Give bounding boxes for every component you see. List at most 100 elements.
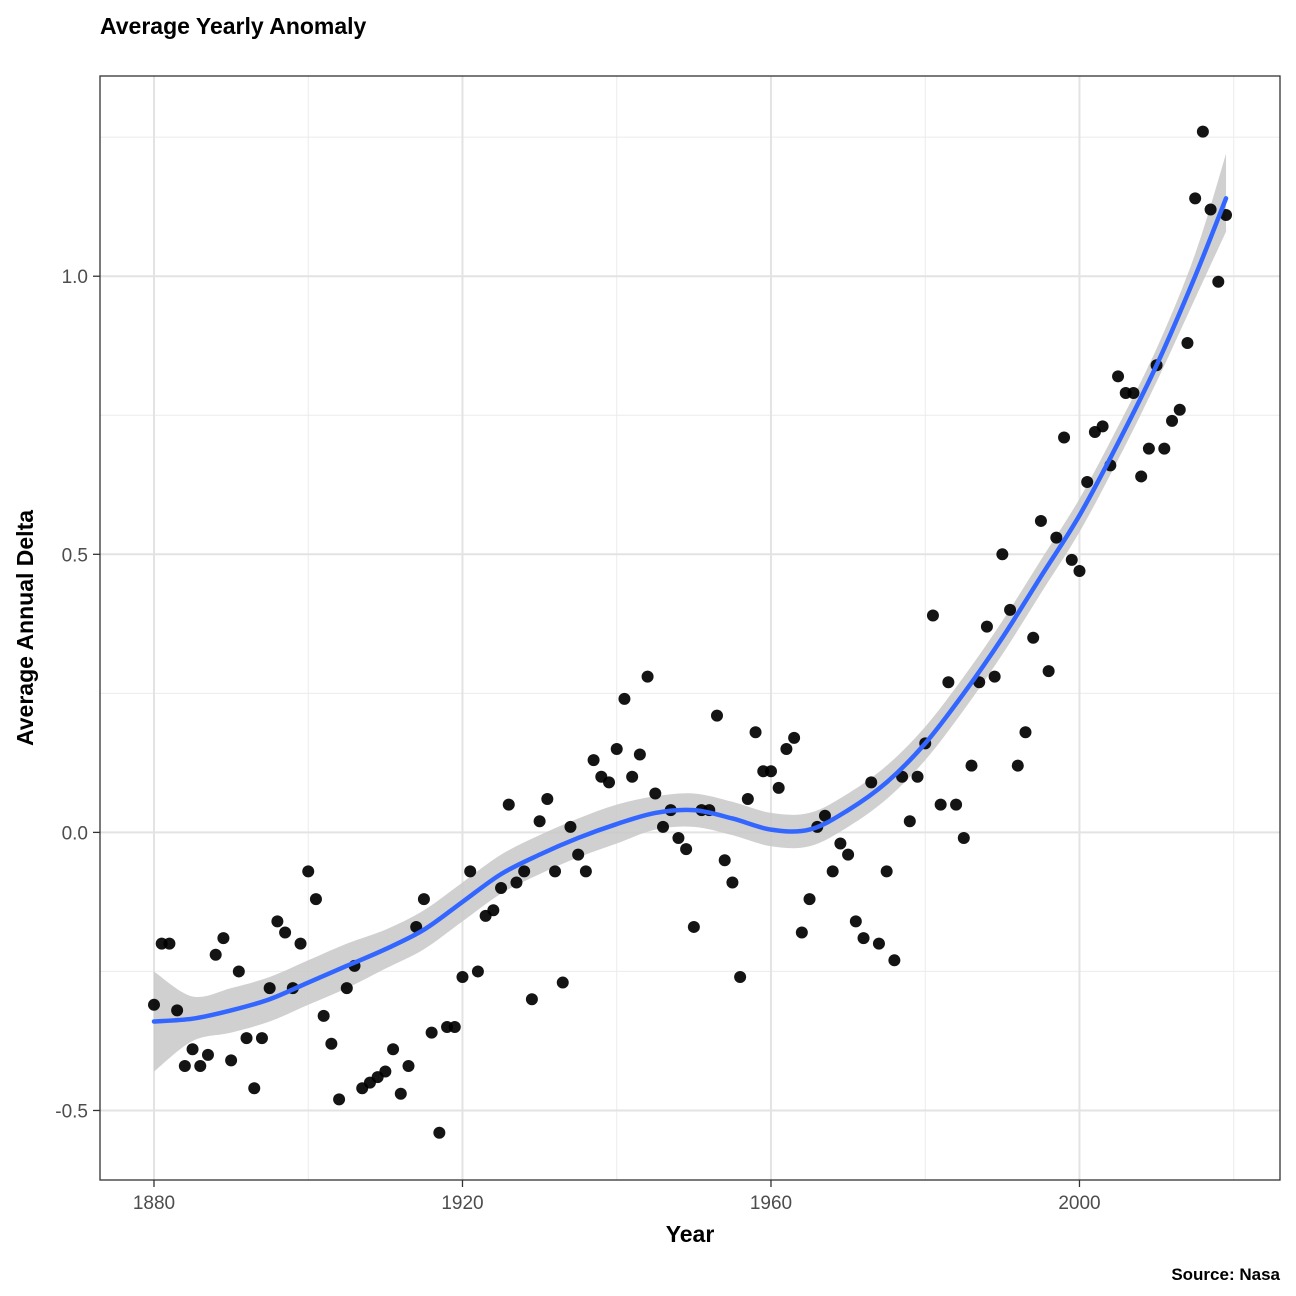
data-point bbox=[1027, 631, 1040, 644]
data-point bbox=[680, 843, 693, 856]
y-tick-label: 1.0 bbox=[62, 267, 88, 288]
confidence-band bbox=[153, 153, 1227, 1072]
data-points bbox=[147, 125, 1233, 1139]
data-point bbox=[950, 798, 963, 811]
y-tick-label: 0.5 bbox=[62, 545, 88, 566]
data-point bbox=[718, 854, 731, 867]
data-point bbox=[618, 692, 631, 705]
data-point bbox=[302, 865, 315, 878]
data-point bbox=[1189, 192, 1202, 205]
data-point bbox=[996, 548, 1009, 561]
data-point bbox=[502, 798, 515, 811]
data-point bbox=[1135, 470, 1148, 483]
data-point bbox=[525, 993, 538, 1006]
data-point bbox=[795, 926, 808, 939]
data-point bbox=[649, 787, 662, 800]
data-point bbox=[425, 1026, 438, 1039]
data-point bbox=[849, 915, 862, 928]
data-point bbox=[533, 815, 546, 828]
data-point bbox=[603, 776, 616, 789]
data-point bbox=[294, 937, 307, 950]
data-point bbox=[186, 1043, 199, 1056]
data-point bbox=[402, 1059, 415, 1072]
data-point bbox=[1212, 275, 1225, 288]
data-point bbox=[734, 971, 747, 983]
data-point bbox=[1058, 431, 1071, 444]
data-point bbox=[1112, 370, 1125, 383]
data-point bbox=[209, 948, 222, 961]
data-point bbox=[726, 876, 739, 889]
data-point bbox=[1196, 125, 1209, 138]
y-tick-label: 0.0 bbox=[62, 823, 88, 844]
data-point bbox=[911, 770, 924, 783]
data-point bbox=[826, 865, 839, 878]
data-point bbox=[448, 1021, 461, 1034]
x-axis-title: Year bbox=[666, 1221, 715, 1247]
smooth-line bbox=[151, 196, 1229, 1024]
data-point bbox=[309, 893, 322, 906]
data-point bbox=[1042, 665, 1055, 678]
x-tick-label: 1920 bbox=[441, 1193, 483, 1214]
data-point bbox=[942, 676, 955, 689]
data-point bbox=[325, 1037, 338, 1050]
data-point bbox=[672, 831, 685, 844]
data-point bbox=[957, 831, 970, 844]
data-point bbox=[818, 809, 831, 822]
data-point bbox=[564, 820, 577, 833]
data-point bbox=[741, 793, 754, 806]
data-point bbox=[201, 1048, 214, 1061]
data-point bbox=[1019, 726, 1032, 739]
x-tick-label: 2000 bbox=[1058, 1193, 1100, 1214]
data-point bbox=[572, 848, 585, 861]
data-point bbox=[147, 998, 160, 1011]
data-point bbox=[857, 932, 870, 945]
data-point bbox=[163, 937, 176, 950]
data-point bbox=[1142, 442, 1155, 455]
data-point bbox=[842, 848, 855, 861]
x-tick-label: 1880 bbox=[133, 1193, 175, 1214]
data-point bbox=[988, 670, 1001, 683]
grid-major bbox=[100, 76, 1280, 1180]
data-point bbox=[965, 759, 978, 772]
data-point bbox=[510, 876, 523, 889]
chart-title: Average Yearly Anomaly bbox=[100, 13, 367, 39]
data-point bbox=[1004, 603, 1017, 616]
data-point bbox=[1065, 553, 1078, 566]
data-point bbox=[464, 865, 477, 878]
data-point bbox=[333, 1093, 346, 1106]
data-point bbox=[1181, 336, 1194, 349]
data-point bbox=[1166, 414, 1179, 427]
data-point bbox=[579, 865, 592, 878]
data-point bbox=[1173, 403, 1186, 416]
data-point bbox=[587, 754, 600, 767]
data-point bbox=[263, 982, 276, 995]
data-point bbox=[710, 709, 723, 722]
data-point bbox=[178, 1059, 191, 1072]
data-point bbox=[1096, 420, 1109, 433]
data-point bbox=[788, 731, 801, 744]
data-point bbox=[279, 926, 292, 939]
data-point bbox=[1050, 531, 1063, 544]
data-point bbox=[980, 620, 993, 633]
data-point bbox=[394, 1087, 407, 1100]
y-tick-label: -0.5 bbox=[55, 1101, 88, 1122]
data-point bbox=[865, 776, 878, 789]
data-point bbox=[1073, 564, 1086, 577]
data-point bbox=[803, 893, 816, 906]
data-point bbox=[433, 1126, 446, 1139]
data-point bbox=[518, 865, 531, 878]
data-point bbox=[340, 982, 353, 995]
data-point bbox=[641, 670, 654, 683]
data-point bbox=[764, 765, 777, 778]
data-point bbox=[934, 798, 947, 811]
data-point bbox=[232, 965, 245, 978]
data-point bbox=[541, 793, 554, 806]
data-point bbox=[610, 742, 623, 755]
data-point bbox=[633, 748, 646, 761]
data-point bbox=[626, 770, 639, 783]
data-point bbox=[888, 954, 901, 967]
y-axis-title: Average Annual Delta bbox=[12, 510, 38, 746]
data-point bbox=[217, 932, 230, 945]
data-point bbox=[456, 971, 469, 983]
